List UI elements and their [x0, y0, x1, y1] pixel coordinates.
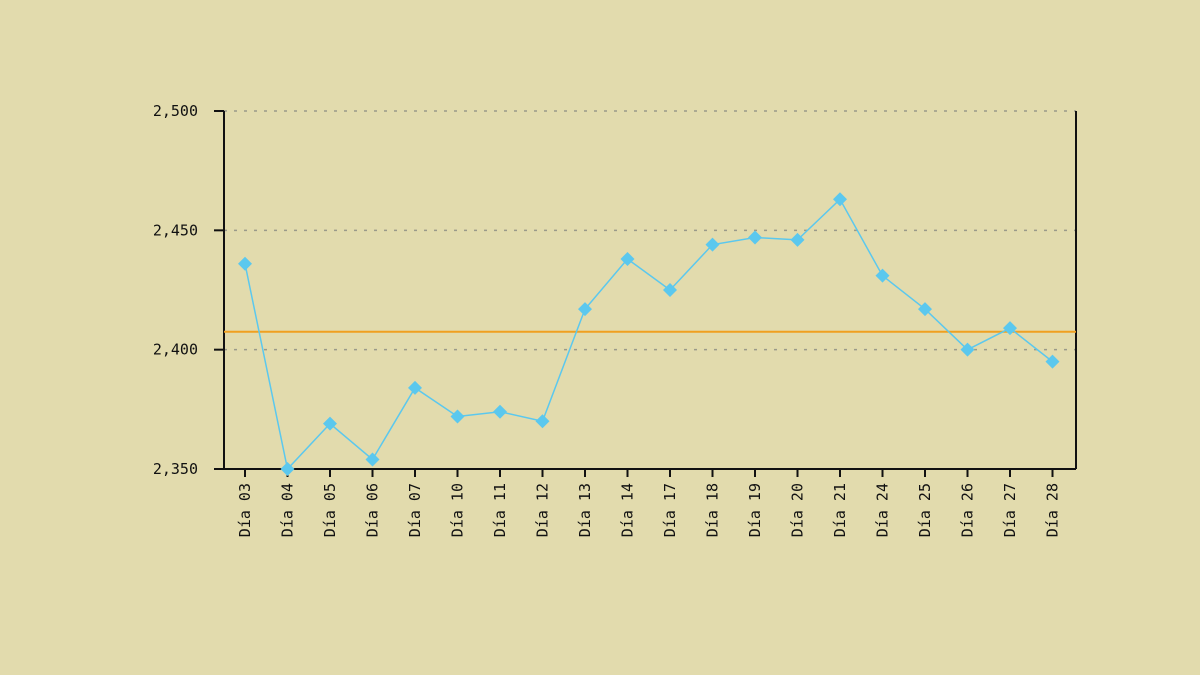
y-axis-ticks: 2,350 2,400 2,450 2,500	[153, 102, 224, 478]
data-point-marker	[705, 237, 720, 252]
data-point-marker	[578, 302, 592, 317]
x-tick-label: Día 27	[1001, 483, 1019, 537]
x-tick-label: Día 05	[321, 483, 339, 537]
data-point-marker	[493, 404, 507, 419]
x-tick-label: Día 17	[661, 483, 679, 537]
x-tick-label: Día 28	[1044, 483, 1062, 537]
data-point-marker	[663, 283, 677, 297]
data-point-marker	[238, 256, 252, 271]
x-tick-label: Día 04	[279, 483, 297, 537]
y-tick-label: 2,350	[153, 460, 198, 478]
data-point-marker	[833, 192, 847, 207]
x-tick-label: Día 06	[364, 483, 382, 537]
y-tick-label: 2,500	[153, 102, 198, 120]
data-point-marker	[1003, 321, 1017, 336]
x-tick-label: Día 14	[619, 483, 637, 537]
x-tick-label: Día 19	[746, 483, 764, 537]
y-tick-label: 2,400	[153, 341, 198, 359]
data-point-marker	[408, 380, 422, 395]
x-tick-label: Día 25	[916, 483, 934, 537]
data-point-marker	[280, 462, 295, 476]
x-axis-ticks: Día 03 Día 04 Día 05 Día 06 Día 07 Día 10 Día …	[236, 469, 1062, 537]
x-tick-label: Día 20	[789, 483, 807, 537]
x-tick-label: Día 18	[704, 483, 722, 537]
x-tick-label: Día 24	[874, 483, 892, 537]
data-point-marker	[748, 230, 762, 245]
x-tick-label: Día 26	[959, 483, 977, 537]
data-point-marker	[875, 268, 890, 283]
grid-lines	[224, 110, 1076, 351]
x-tick-label: Día 21	[831, 483, 849, 537]
x-tick-label: Día 10	[449, 483, 467, 537]
series-line	[244, 198, 1053, 471]
data-point-marker	[960, 342, 975, 357]
data-point-marker	[323, 416, 337, 431]
data-point-marker	[450, 409, 465, 424]
data-point-marker	[620, 251, 635, 266]
data-point-marker	[790, 232, 805, 247]
x-tick-label: Día 11	[491, 483, 509, 537]
data-series	[238, 192, 1060, 476]
data-point-marker	[918, 302, 932, 317]
x-tick-label: Día 03	[236, 483, 254, 537]
data-point-marker	[535, 414, 550, 429]
x-tick-label: Día 13	[576, 483, 594, 537]
y-tick-label: 2,450	[153, 221, 198, 239]
x-tick-label: Día 12	[534, 483, 552, 537]
data-point-marker	[1045, 354, 1060, 369]
x-tick-label: Día 07	[406, 483, 424, 537]
data-point-marker	[365, 452, 380, 467]
